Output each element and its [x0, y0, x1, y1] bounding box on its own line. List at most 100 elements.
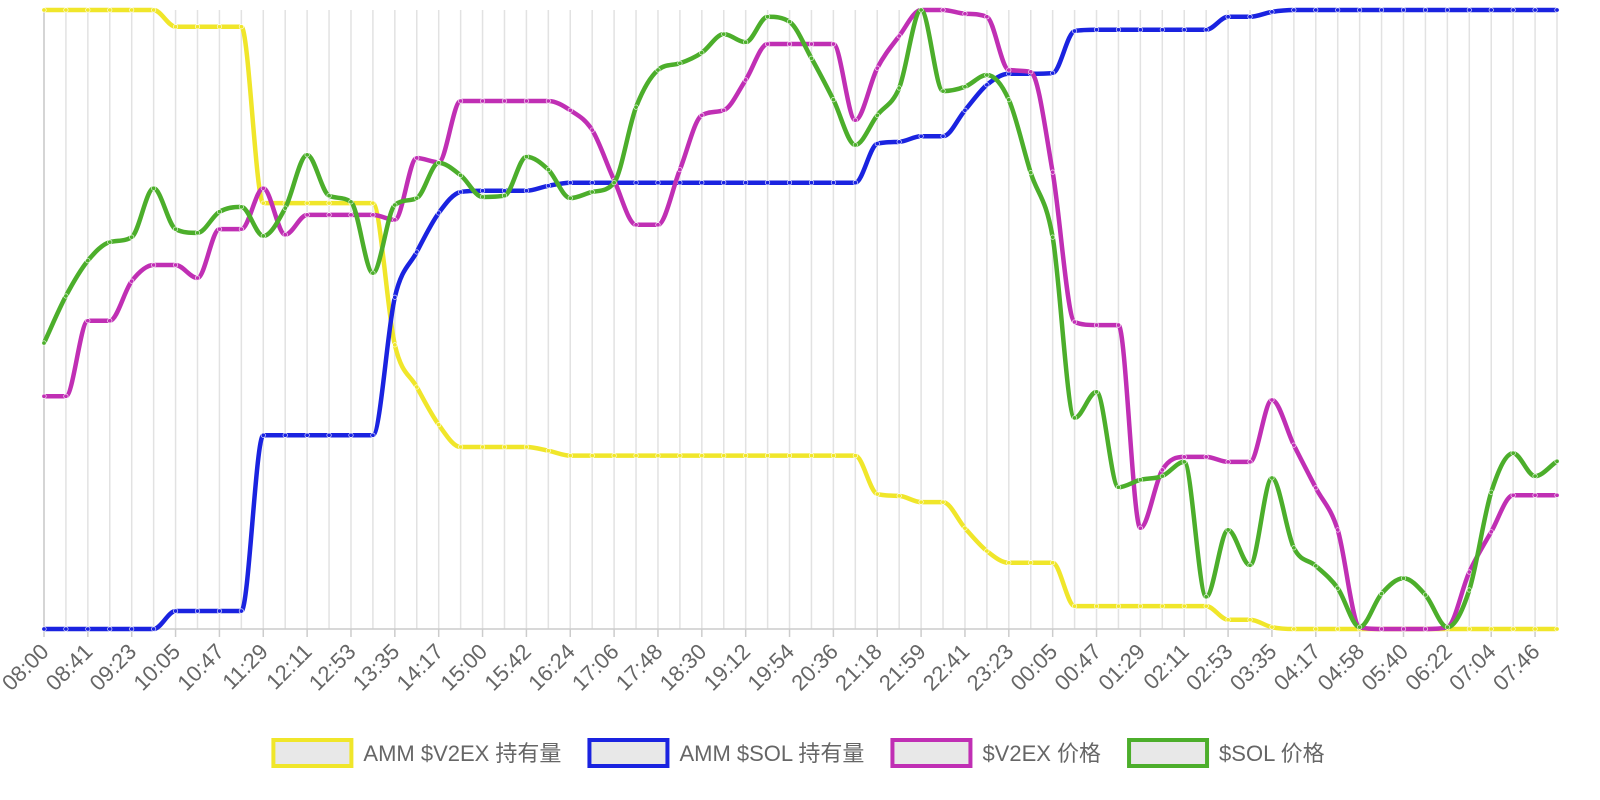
data-point: [984, 72, 990, 78]
data-point: [458, 98, 464, 104]
data-point: [655, 180, 661, 186]
data-point: [1532, 473, 1538, 479]
data-point: [326, 212, 332, 218]
data-point: [194, 230, 200, 236]
data-point: [677, 167, 683, 173]
data-point: [962, 525, 968, 531]
data-point: [1466, 569, 1472, 575]
data-point: [348, 212, 354, 218]
data-point: [85, 7, 91, 13]
data-point: [304, 200, 310, 206]
legend: AMM $V2EX 持有量 AMM $SOL 持有量 $V2EX 价格 $SOL 价格: [271, 738, 1325, 768]
data-point: [1466, 7, 1472, 13]
data-point: [436, 422, 442, 428]
data-point: [1203, 594, 1209, 600]
data-point: [392, 202, 398, 208]
data-point: [63, 393, 69, 399]
x-tick-label: 11:29: [217, 639, 272, 694]
data-point: [458, 444, 464, 450]
data-point: [545, 167, 551, 173]
data-point: [545, 98, 551, 104]
data-point: [1225, 527, 1231, 533]
data-point: [721, 31, 727, 37]
x-tick-label: 08:41: [41, 639, 98, 696]
data-point: [874, 141, 880, 147]
legend-item: AMM $V2EX 持有量: [271, 738, 561, 768]
data-point: [589, 180, 595, 186]
data-point: [787, 41, 793, 47]
data-point: [1510, 626, 1516, 632]
x-tick-label: 00:05: [1006, 639, 1063, 696]
x-tick-label: 18:30: [655, 639, 712, 696]
data-point: [392, 342, 398, 348]
x-tick-label: 10:47: [172, 639, 229, 696]
data-point: [918, 499, 924, 505]
data-point: [655, 453, 661, 459]
data-point: [611, 453, 617, 459]
x-tick-label: 12:11: [261, 639, 316, 694]
data-point: [589, 453, 595, 459]
data-point: [304, 432, 310, 438]
data-point: [699, 112, 705, 118]
data-point: [238, 24, 244, 30]
x-tick-label: 22:41: [918, 639, 975, 696]
data-point: [194, 608, 200, 614]
data-point: [216, 24, 222, 30]
x-tick-label: 02:11: [1138, 639, 1193, 694]
data-point: [852, 142, 858, 148]
data-point: [1225, 14, 1231, 20]
data-point: [392, 294, 398, 300]
legend-swatch: [1127, 738, 1210, 768]
x-tick-label: 05:40: [1356, 639, 1413, 696]
data-point: [984, 82, 990, 88]
data-point: [1269, 475, 1275, 481]
x-tick-label: 02:53: [1181, 639, 1238, 696]
data-point: [655, 222, 661, 228]
data-point: [589, 127, 595, 133]
data-point: [1291, 442, 1297, 448]
data-point: [1422, 592, 1428, 598]
data-point: [326, 432, 332, 438]
data-point: [1072, 28, 1078, 34]
data-point: [480, 444, 486, 450]
data-point: [633, 104, 639, 110]
x-tick-label: 00:47: [1049, 639, 1106, 696]
data-point: [940, 133, 946, 139]
data-point: [1247, 617, 1253, 623]
data-point: [633, 453, 639, 459]
data-point: [129, 7, 135, 13]
x-tick-label: 15:42: [479, 639, 536, 696]
data-point: [1379, 7, 1385, 13]
data-point: [260, 200, 266, 206]
data-point: [1379, 626, 1385, 632]
data-point: [1554, 492, 1560, 498]
data-point: [1006, 97, 1012, 103]
data-point: [1291, 626, 1297, 632]
data-point: [85, 626, 91, 632]
data-point: [1115, 603, 1121, 609]
data-point: [1532, 626, 1538, 632]
data-point: [962, 107, 968, 113]
data-point: [743, 77, 749, 83]
data-point: [1401, 575, 1407, 581]
data-point: [1291, 7, 1297, 13]
data-point: [787, 180, 793, 186]
data-point: [414, 384, 420, 390]
data-point: [1050, 70, 1056, 76]
data-point: [918, 7, 924, 13]
legend-label: AMM $V2EX 持有量: [363, 741, 561, 766]
data-point: [765, 41, 771, 47]
data-point: [1028, 69, 1034, 75]
data-point: [611, 180, 617, 186]
data-point: [129, 278, 135, 284]
data-point: [1335, 585, 1341, 591]
data-point: [721, 180, 727, 186]
series-line: [44, 7, 1557, 632]
x-tick-label: 21:18: [830, 639, 887, 696]
data-point: [1203, 27, 1209, 33]
data-point: [677, 180, 683, 186]
data-point: [962, 11, 968, 17]
data-point: [984, 548, 990, 554]
x-tick-label: 04:17: [1269, 639, 1326, 696]
